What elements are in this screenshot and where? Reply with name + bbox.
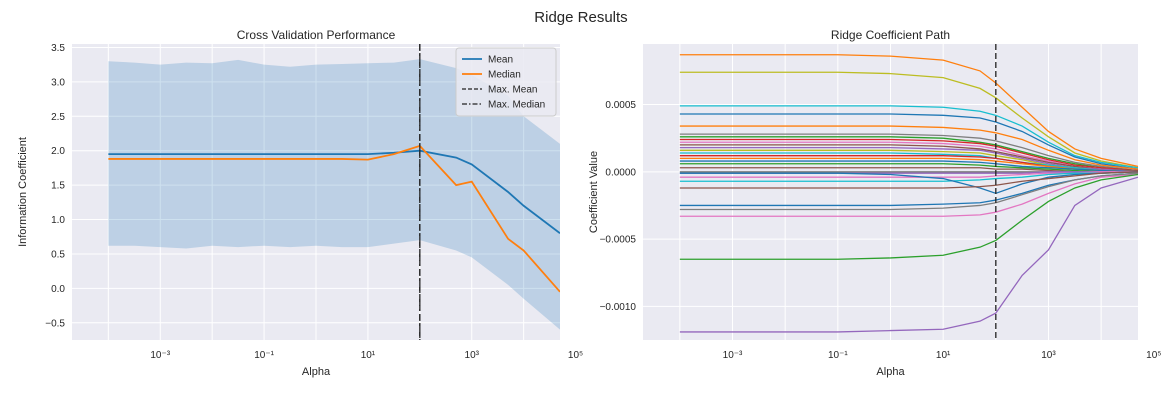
series-line-5: [679, 125, 1138, 170]
x-axis-label: Alpha: [302, 366, 331, 378]
series-line-mean: [108, 149, 560, 235]
y-axis-label: Coefficient Value: [588, 151, 600, 233]
series-line-6: [679, 133, 1138, 172]
series-line-median: [108, 144, 560, 293]
y-tick-label: 0.0005: [605, 100, 636, 111]
x-tick-label: 10¹: [936, 350, 951, 361]
x-tick-label: 10⁵: [1146, 350, 1161, 361]
y-tick-label: 0.0: [51, 284, 65, 295]
series-line-24: [679, 171, 1138, 189]
y-tick-label: 0.5: [51, 249, 65, 260]
chart-title: Ridge Coefficient Path: [831, 28, 950, 42]
series-line-29: [679, 176, 1138, 333]
y-tick-label: −0.0010: [600, 302, 637, 313]
series-line-8: [679, 138, 1138, 172]
chart-1: −0.5 0.0 0.5 1.0 1.5 2.0 2.5 3.0 3.5 10⁻³ 10⁻¹ 10¹ 1…: [17, 28, 583, 378]
chart-2: −0.0010 −0.0005 0.0000 0.0005 10⁻³ 10⁻¹ 10¹ 10³…: [588, 28, 1161, 378]
x-tick-label: 10³: [1041, 350, 1056, 361]
x-tick-label: 10⁻¹: [828, 350, 848, 361]
series-line-3: [679, 105, 1138, 169]
series-line-1: [679, 54, 1138, 168]
confidence-band: [108, 59, 560, 330]
legend-label: Max. Mean: [488, 85, 537, 96]
y-tick-label: 2.0: [51, 146, 65, 157]
x-axis-label: Alpha: [876, 366, 905, 378]
series-line-2: [679, 71, 1138, 169]
x-tick-label: 10⁵: [568, 350, 583, 361]
series-line-13: [679, 152, 1138, 173]
y-tick-label: −0.5: [45, 318, 65, 329]
series-line-17: [679, 163, 1138, 173]
legend-label: Mean: [488, 55, 513, 66]
x-tick-label: 10⁻³: [723, 350, 743, 361]
plot-area: [679, 44, 1138, 340]
y-tick-label: −0.0005: [600, 235, 637, 246]
series-line-10: [679, 144, 1138, 172]
y-tick-label: 1.0: [51, 215, 65, 226]
x-tick-label: 10⁻³: [150, 350, 170, 361]
y-tick-label: 0.0000: [605, 167, 636, 178]
series-line-16: [679, 160, 1138, 173]
x-tick-label: 10³: [465, 350, 480, 361]
y-tick-label: 3.5: [51, 43, 65, 54]
legend-label: Median: [488, 70, 521, 81]
figure-suptitle: Ridge Results: [534, 9, 627, 26]
legend-frame: [455, 47, 557, 117]
series-line-23: [679, 171, 1138, 195]
y-tick-label: 2.5: [51, 112, 65, 123]
series-line-22: [679, 171, 1138, 182]
series-line-7: [679, 136, 1138, 172]
y-tick-label: 1.5: [51, 181, 65, 192]
series-line-26: [679, 172, 1138, 211]
series-line-27: [679, 173, 1138, 217]
y-tick-label: 3.0: [51, 77, 65, 88]
legend: Mean Median Max. Mean Max. Median: [455, 47, 557, 117]
chart-title: Cross Validation Performance: [237, 28, 396, 42]
plot-area: [108, 44, 560, 340]
x-tick-label: 10¹: [361, 350, 376, 361]
series-line-4: [679, 113, 1138, 170]
y-axis-label: Information Coefficient: [17, 137, 29, 247]
legend-label: Max. Median: [488, 100, 545, 111]
x-tick-label: 10⁻¹: [254, 350, 274, 361]
series-line-28: [679, 173, 1138, 260]
